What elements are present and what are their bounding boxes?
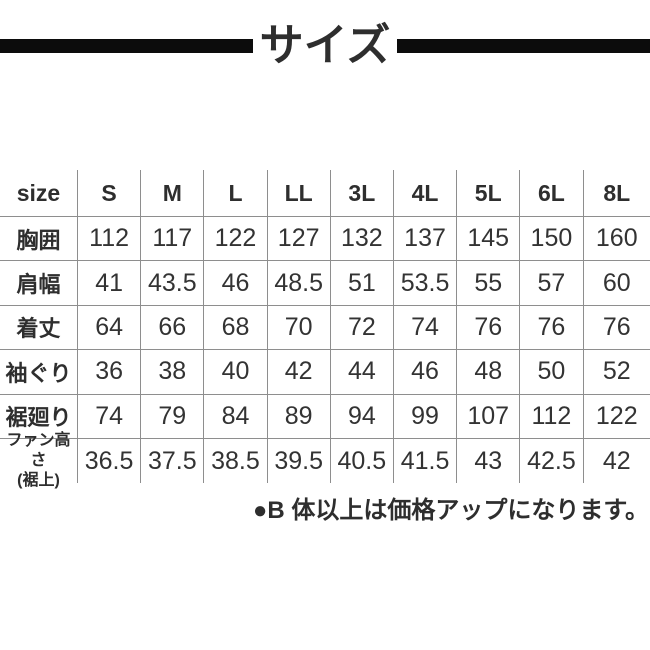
table-cell: 40 xyxy=(204,350,268,395)
table-cell: 76 xyxy=(583,305,650,351)
row-label: 着丈 xyxy=(0,305,78,351)
table-cell: 52 xyxy=(583,350,650,395)
table-cell: 48 xyxy=(457,350,521,395)
table-cell: 42.5 xyxy=(520,438,584,484)
table-cell: 72 xyxy=(330,305,394,351)
size-column-header: 8L xyxy=(583,170,650,217)
table-cell: 145 xyxy=(457,217,521,262)
table-cell: 36 xyxy=(78,350,142,395)
table-cell: 89 xyxy=(267,394,331,439)
table-cell: 70 xyxy=(267,305,331,351)
table-cell: 40.5 xyxy=(330,438,394,484)
table-cell: 66 xyxy=(141,305,205,351)
table-cell: 41.5 xyxy=(393,438,458,484)
table-cell: 51 xyxy=(330,261,394,306)
table-cell: 36.5 xyxy=(78,438,142,484)
size-column-header: M xyxy=(141,170,205,217)
table-cell: 43 xyxy=(457,438,521,484)
table-cell: 76 xyxy=(520,305,584,351)
row-label: 胸囲 xyxy=(0,217,78,262)
row-label: 袖ぐり xyxy=(0,350,78,395)
table-cell: 107 xyxy=(457,394,521,439)
table-cell: 48.5 xyxy=(267,261,331,306)
table-cell: 99 xyxy=(393,394,458,439)
size-column-header: 6L xyxy=(520,170,584,217)
table-cell: 68 xyxy=(204,305,268,351)
table-cell: 112 xyxy=(520,394,584,439)
size-table: size S M L LL 3L 4L 5L 6L 8L 胸囲 112 117 122 127 132 137 1… xyxy=(0,170,650,489)
size-column-header: S xyxy=(78,170,142,217)
title-banner: サイズ xyxy=(0,20,650,71)
table-cell: 74 xyxy=(78,394,142,439)
size-header-cell: size xyxy=(0,170,78,217)
table-cell: 76 xyxy=(457,305,521,351)
row-label: 肩幅 xyxy=(0,261,78,306)
size-column-header: 4L xyxy=(393,170,458,217)
table-cell: 137 xyxy=(393,217,458,262)
table-cell: 64 xyxy=(78,305,142,351)
table-cell: 57 xyxy=(520,261,584,306)
table-cell: 46 xyxy=(204,261,268,306)
size-column-header: L xyxy=(204,170,268,217)
table-cell: 38.5 xyxy=(204,438,268,484)
title-left-bar xyxy=(0,38,253,53)
table-cell: 132 xyxy=(330,217,394,262)
table-cell: 112 xyxy=(78,217,142,262)
table-cell: 150 xyxy=(520,217,584,262)
table-cell: 122 xyxy=(583,394,650,439)
table-cell: 44 xyxy=(330,350,394,395)
table-cell: 60 xyxy=(583,261,650,306)
table-cell: 160 xyxy=(583,217,650,262)
table-cell: 46 xyxy=(393,350,458,395)
size-column-header: 5L xyxy=(457,170,521,217)
table-cell: 84 xyxy=(204,394,268,439)
table-cell: 41 xyxy=(78,261,142,306)
price-note: ●B 体以上は価格アップになります。 xyxy=(252,497,649,524)
table-cell: 79 xyxy=(141,394,205,439)
size-column-header: LL xyxy=(267,170,331,217)
table-cell: 74 xyxy=(393,305,458,351)
title-right-bar xyxy=(397,38,650,53)
row-label: ファン高さ (裾上) xyxy=(0,432,78,489)
table-cell: 43.5 xyxy=(141,261,205,306)
table-cell: 94 xyxy=(330,394,394,439)
table-cell: 55 xyxy=(457,261,521,306)
size-column-header: 3L xyxy=(330,170,394,217)
table-cell: 122 xyxy=(204,217,268,262)
table-cell: 37.5 xyxy=(141,438,205,484)
table-cell: 42 xyxy=(267,350,331,395)
table-cell: 53.5 xyxy=(393,261,458,306)
table-cell: 38 xyxy=(141,350,205,395)
table-cell: 39.5 xyxy=(267,438,331,484)
table-cell: 50 xyxy=(520,350,584,395)
table-cell: 117 xyxy=(141,217,205,262)
table-cell: 42 xyxy=(583,438,650,484)
row-label: 裾廻り xyxy=(0,394,78,439)
page-title: サイズ xyxy=(259,20,391,70)
table-cell: 127 xyxy=(267,217,331,262)
